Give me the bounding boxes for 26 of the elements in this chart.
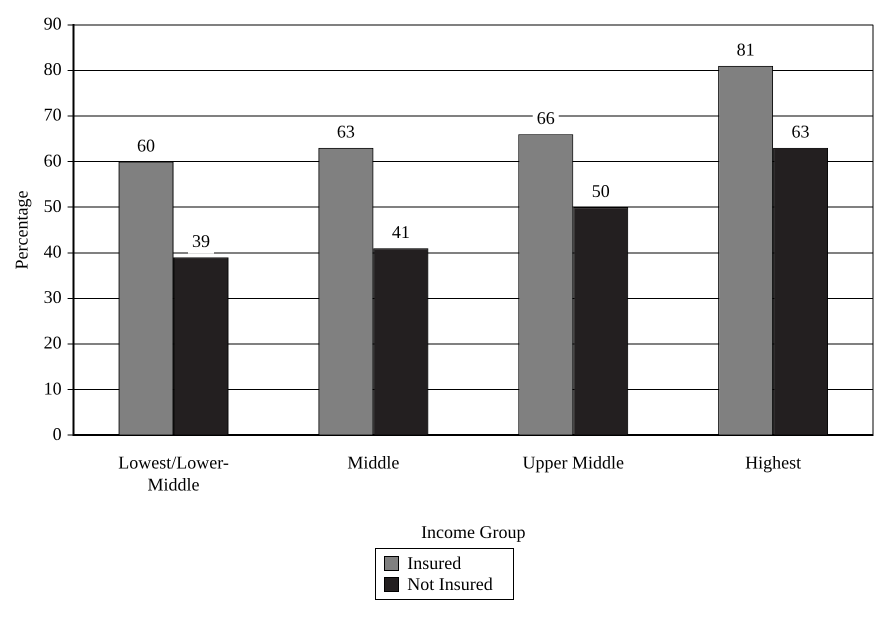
- y-tick-label: 70: [44, 104, 62, 125]
- y-tick-label: 60: [44, 150, 62, 170]
- legend-label: Insured: [407, 553, 462, 574]
- x-axis-title: Income Group: [421, 522, 526, 542]
- data-label: 50: [592, 180, 610, 201]
- data-label: 81: [736, 40, 755, 60]
- x-tick-label: Upper Middle: [522, 452, 624, 473]
- x-tick-label: Middle: [347, 452, 400, 473]
- data-label: 63: [336, 122, 355, 142]
- y-tick-label: 30: [44, 287, 62, 308]
- x-tick-label: Highest: [745, 452, 802, 473]
- data-label: 41: [392, 222, 410, 242]
- data-label: 39: [192, 231, 210, 252]
- y-tick-label: 0: [52, 424, 62, 444]
- data-label: 63: [792, 122, 810, 142]
- y-tick-label: 80: [44, 59, 62, 80]
- x-tick-label: Lowest/Lower-Middle: [118, 452, 229, 494]
- y-tick-label: 20: [44, 332, 62, 353]
- data-label: 60: [137, 135, 156, 156]
- y-axis-title: Percentage: [12, 190, 32, 270]
- y-tick-label: 10: [44, 378, 62, 398]
- y-tick-label: 90: [44, 14, 62, 34]
- legend-label: Not Insured: [407, 574, 493, 595]
- y-tick-label: 50: [44, 196, 62, 216]
- y-tick-label: 40: [44, 242, 62, 262]
- data-label: 66: [536, 108, 555, 128]
